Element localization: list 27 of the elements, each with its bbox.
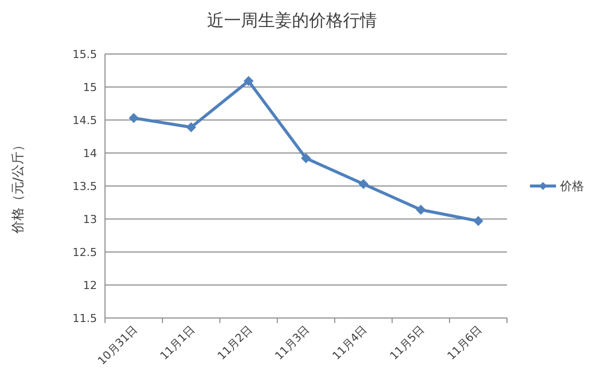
y-tick-label: 15.5 [72,48,97,61]
x-tick-label: 11月2日 [215,322,255,363]
y-tick-label: 14 [83,147,97,160]
y-tick-label: 12.5 [72,246,97,259]
y-tick-label: 13 [83,213,97,226]
y-tick-label: 15 [83,81,97,94]
chart-title: 近一周生姜的价格行情 [207,11,377,31]
point [473,216,484,226]
x-tick-label: 11月1日 [158,322,198,363]
x-tick-label: 11月3日 [272,322,312,363]
y-tick-label: 12 [83,279,97,292]
x-tick-label: 11月6日 [444,322,484,363]
y-tick-label: 13.5 [72,180,97,193]
legend: 价格 [530,179,584,193]
x-tick-label: 10月31日 [95,322,140,368]
legend-label: 价格 [559,179,584,193]
y-axis-title: 价格（元/公斤） [11,138,26,235]
point [358,179,368,190]
point [416,204,426,215]
point [301,153,311,164]
y-tick-label: 11.5 [72,312,97,325]
point [244,76,254,86]
x-tick-label: 11月4日 [330,322,370,363]
y-tick-label: 14.5 [72,114,97,127]
x-tick-label: 11月5日 [387,322,427,363]
point [128,113,139,124]
point [186,122,196,132]
